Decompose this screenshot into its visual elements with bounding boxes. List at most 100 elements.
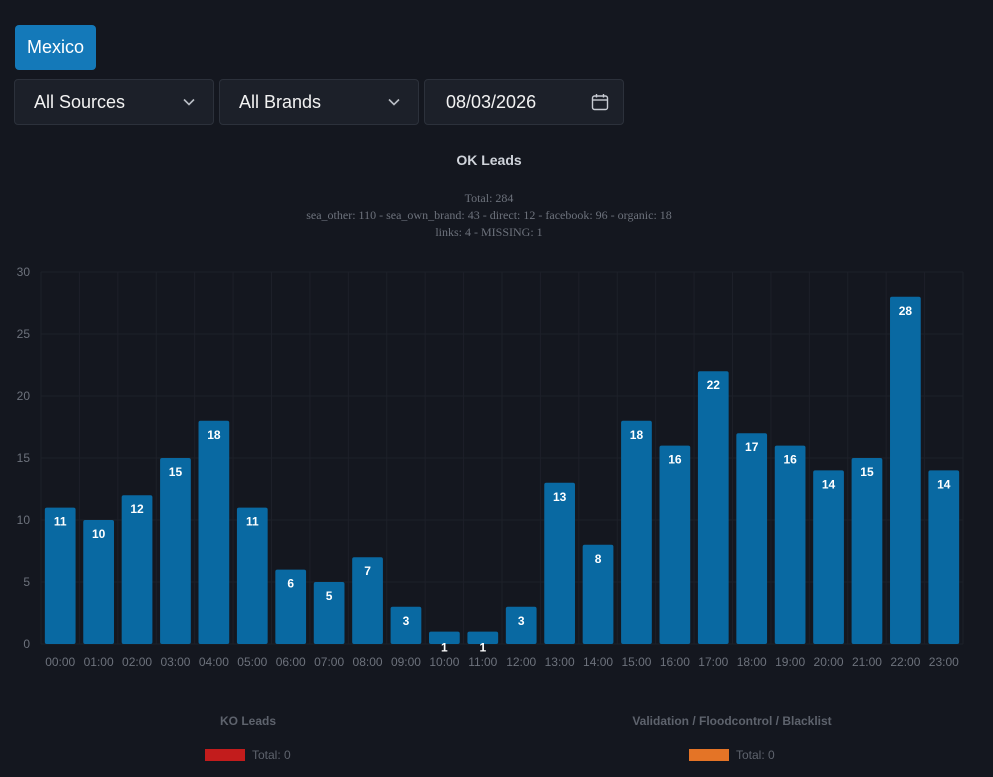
ko-legend-label: Total: 0	[252, 748, 291, 762]
chart-subtitle-line: sea_other: 110 - sea_own_brand: 43 - dir…	[306, 208, 672, 222]
bar	[505, 606, 537, 644]
bar	[697, 371, 729, 644]
bar	[429, 631, 460, 644]
chevron-down-icon	[183, 98, 195, 106]
bar	[275, 569, 307, 644]
x-tick-label: 23:00	[929, 655, 959, 669]
x-tick-label: 17:00	[698, 655, 728, 669]
y-tick-label: 15	[17, 451, 31, 465]
x-tick-label: 13:00	[545, 655, 575, 669]
bar-data-label: 5	[326, 589, 333, 603]
x-tick-label: 10:00	[429, 655, 459, 669]
bar	[236, 507, 268, 644]
bar	[44, 507, 76, 644]
bar	[198, 420, 230, 644]
y-tick-label: 0	[23, 637, 30, 651]
source-select-value: All Sources	[34, 91, 126, 112]
validation-title: Validation / Floodcontrol / Blacklist	[632, 714, 832, 728]
x-tick-label: 15:00	[621, 655, 651, 669]
bar-data-label: 18	[207, 428, 221, 442]
x-tick-label: 04:00	[199, 655, 229, 669]
x-tick-label: 12:00	[506, 655, 536, 669]
validation-legend[interactable]: Total: 0	[689, 748, 775, 762]
y-tick-label: 20	[17, 389, 31, 403]
chart-subtitle-line: links: 4 - MISSING: 1	[435, 225, 543, 239]
bar	[313, 582, 345, 644]
bar-data-label: 6	[287, 577, 294, 591]
chart-title: OK Leads	[456, 152, 522, 168]
bar	[121, 495, 153, 644]
bar-data-label: 7	[364, 564, 371, 578]
chart-subtitle-line: Total: 284	[464, 191, 514, 205]
x-tick-label: 00:00	[45, 655, 75, 669]
x-tick-label: 02:00	[122, 655, 152, 669]
brand-select-value: All Brands	[239, 91, 322, 112]
x-tick-label: 21:00	[852, 655, 882, 669]
x-tick-label: 03:00	[160, 655, 190, 669]
x-tick-label: 08:00	[353, 655, 383, 669]
bar	[160, 458, 191, 644]
x-tick-label: 22:00	[890, 655, 920, 669]
bar	[582, 544, 614, 644]
bar	[736, 433, 768, 644]
bar-data-label: 16	[668, 453, 682, 467]
ko-leads-title: KO Leads	[219, 714, 276, 728]
bar-data-label: 18	[630, 428, 644, 442]
x-tick-label: 09:00	[391, 655, 421, 669]
brand-select[interactable]: All Brands	[219, 79, 419, 125]
x-tick-label: 07:00	[314, 655, 344, 669]
bar-data-label: 10	[92, 527, 106, 541]
bar	[890, 296, 921, 644]
y-tick-label: 5	[23, 575, 30, 589]
source-select[interactable]: All Sources	[14, 79, 214, 125]
bar-data-label: 8	[595, 552, 602, 566]
x-tick-label: 06:00	[276, 655, 306, 669]
bar	[390, 606, 422, 644]
bar	[813, 470, 844, 644]
bar	[851, 458, 883, 644]
x-tick-label: 14:00	[583, 655, 613, 669]
bar-data-label: 13	[553, 490, 567, 504]
validation-legend-swatch	[689, 749, 729, 761]
ko-leads-legend[interactable]: Total: 0	[205, 748, 291, 762]
x-tick-label: 18:00	[737, 655, 767, 669]
validation-legend-label: Total: 0	[736, 748, 775, 762]
bar	[544, 482, 575, 644]
bar-data-label: 15	[860, 465, 874, 479]
bar-data-label: 17	[745, 440, 759, 454]
bar	[659, 445, 691, 644]
bar-data-label: 3	[518, 614, 525, 628]
bar-data-label: 11	[246, 515, 259, 529]
bar-data-label: 12	[130, 502, 144, 516]
ok-leads-chart: 0510152025301100:001001:001202:001503:00…	[16, 265, 960, 669]
bar	[621, 420, 652, 644]
x-tick-label: 20:00	[814, 655, 844, 669]
bar-data-label: 28	[899, 304, 913, 318]
x-tick-label: 01:00	[84, 655, 114, 669]
x-tick-label: 19:00	[775, 655, 805, 669]
bar-data-label: 14	[822, 477, 836, 491]
ko-legend-swatch	[205, 749, 245, 761]
chart-subtitle: Total: 284 sea_other: 110 - sea_own_bran…	[0, 190, 978, 241]
x-tick-label: 16:00	[660, 655, 690, 669]
date-picker-value: 08/03/2026	[446, 91, 537, 112]
country-button[interactable]: Mexico	[15, 25, 96, 70]
bar-data-label: 15	[169, 465, 183, 479]
bar	[83, 520, 114, 644]
bar	[774, 445, 806, 644]
x-tick-label: 11:00	[468, 655, 497, 669]
bar-data-label: 3	[403, 614, 410, 628]
bar-data-label: 14	[937, 477, 951, 491]
bar-data-label: 22	[707, 378, 721, 392]
y-tick-label: 10	[17, 513, 31, 527]
y-tick-label: 30	[17, 265, 31, 279]
chevron-down-icon	[388, 98, 400, 106]
date-picker[interactable]: 08/03/2026	[424, 79, 624, 125]
bar-data-label: 11	[54, 515, 67, 529]
x-tick-label: 05:00	[237, 655, 267, 669]
bar	[467, 631, 499, 644]
bar	[928, 470, 960, 644]
bar-data-label: 1	[441, 641, 448, 655]
bar-data-label: 16	[783, 453, 797, 467]
calendar-icon[interactable]	[591, 93, 609, 111]
